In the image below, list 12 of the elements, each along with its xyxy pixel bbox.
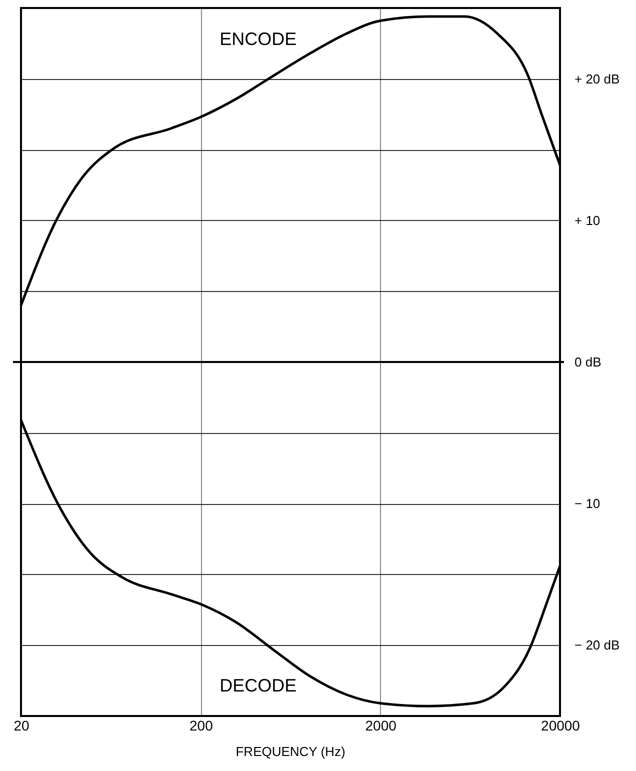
y-tick-label: + 10 xyxy=(574,212,600,228)
y-tick-label: − 10 xyxy=(574,496,600,512)
x-tick-label: 20000 xyxy=(541,718,580,734)
x-tick-label: 20 xyxy=(14,718,30,734)
x-axis-title: FREQUENCY (Hz) xyxy=(236,744,346,759)
series-label: DECODE xyxy=(220,675,297,696)
y-tick-label: + 20 dB xyxy=(574,71,620,86)
y-tick-label: − 20 dB xyxy=(574,638,620,653)
x-tick-label: 200 xyxy=(189,718,214,734)
series-label: ENCODE xyxy=(220,28,297,49)
x-tick-label: 2000 xyxy=(365,718,397,734)
y-tick-label: 0 dB xyxy=(574,354,602,370)
